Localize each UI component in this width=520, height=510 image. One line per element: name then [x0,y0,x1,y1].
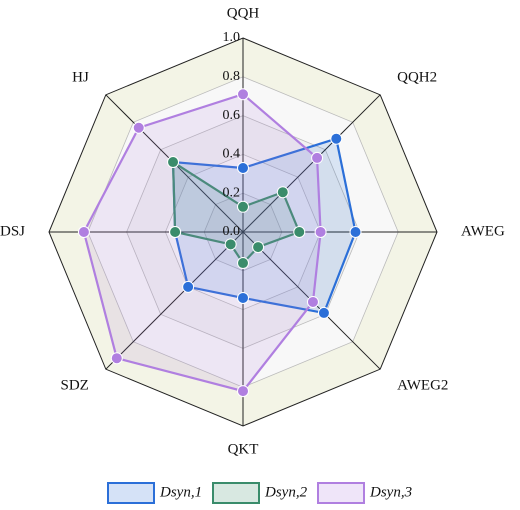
marker [237,257,249,270]
marker [169,226,182,238]
r-tick-label: 0.8 [223,69,241,84]
axis-label: AWEG [461,223,505,239]
marker [224,238,237,251]
r-tick-label: 1.0 [223,30,241,45]
marker [306,295,319,308]
marker [237,88,249,101]
marker [349,226,362,238]
marker [132,121,145,134]
legend-label: Dsyn,2 [264,484,308,500]
r-tick-label: 0.4 [223,147,241,162]
r-tick-label: 0.6 [223,108,241,123]
marker [167,156,180,169]
axis-label: SDZ [61,378,89,394]
marker [237,200,249,213]
marker [317,306,330,319]
marker [182,280,195,293]
legend-swatch [107,482,155,504]
r-tick-label: 0.0 [223,224,241,239]
marker [252,241,265,254]
legend-swatch [212,482,260,504]
marker [311,151,324,164]
marker [77,226,90,238]
axis-label: QQH [227,5,260,21]
marker [237,161,249,174]
marker [110,352,123,365]
marker [237,385,249,398]
marker [330,132,343,145]
axis-label: AWEG2 [397,378,448,394]
axis-spoke [242,94,381,233]
marker [237,291,249,304]
marker [276,186,289,199]
axis-label: QQH2 [397,69,437,85]
legend-swatch [317,482,365,504]
axis-label: QKT [228,441,259,457]
marker [293,226,306,238]
legend-label: Dsyn,1 [159,484,202,500]
r-tick-label: 0.2 [223,185,241,200]
marker [314,226,327,238]
legend-label: Dsyn,3 [369,484,412,500]
axis-spoke [105,231,244,370]
axis-label: HJ [72,69,89,85]
axis-label: DSJ [0,223,25,239]
